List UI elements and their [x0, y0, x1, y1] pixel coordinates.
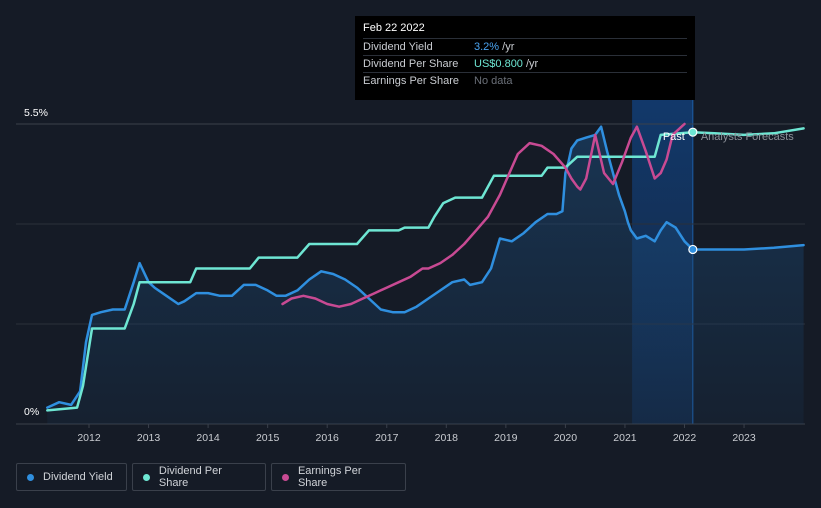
legend-label: Dividend Per Share — [158, 465, 222, 489]
x-tick-label: 2022 — [673, 432, 697, 444]
tooltip-value: US$0.800 /yr — [474, 58, 539, 70]
legend-dividend-yield[interactable]: Dividend Yield — [16, 463, 127, 491]
dividend-yield-line — [46, 125, 805, 409]
legend-dot-icon — [282, 473, 289, 481]
hover-tooltip: Feb 22 2022 Dividend Yield 3.2% /yr Divi… — [355, 16, 695, 100]
tooltip-value: No data — [474, 75, 513, 87]
tooltip-label: Dividend Yield — [363, 41, 433, 53]
forecast-label: Analysts Forecasts — [701, 131, 794, 143]
chart-legend: Dividend Yield Dividend Per Share Earnin… — [16, 463, 406, 491]
y-tick-label-bottom: 0% — [24, 406, 39, 418]
legend-label: Dividend Yield — [43, 471, 113, 483]
legend-dot-icon — [143, 473, 150, 481]
legend-earnings-per-share[interactable]: Earnings Per Share — [271, 463, 406, 491]
legend-dot-icon — [27, 473, 34, 481]
tooltip-row-dividend-per-share: Dividend Per Share US$0.800 /yr — [363, 55, 687, 72]
x-tick-label: 2012 — [77, 432, 101, 444]
dividend-yield-marker — [688, 244, 698, 255]
x-tick-label: 2023 — [732, 432, 756, 444]
earnings-per-share-line — [281, 122, 686, 308]
x-tick-label: 2018 — [435, 432, 459, 444]
x-tick-label: 2020 — [554, 432, 578, 444]
x-tick-label: 2015 — [256, 432, 280, 444]
x-tick-label: 2013 — [137, 432, 161, 444]
tooltip-label: Dividend Per Share — [363, 58, 459, 70]
tooltip-row-dividend-yield: Dividend Yield 3.2% /yr — [363, 38, 687, 55]
x-tick-label: 2019 — [494, 432, 518, 444]
dividend-yield-area — [47, 126, 804, 424]
tooltip-date: Feb 22 2022 — [363, 22, 425, 34]
past-label: Past — [663, 131, 685, 143]
x-tick-label: 2017 — [375, 432, 399, 444]
x-tick-label: 2014 — [196, 432, 220, 444]
legend-label: Earnings Per Share — [297, 465, 362, 489]
dividend-per-share-marker — [688, 127, 698, 137]
dividend-per-share-line — [46, 127, 805, 412]
tooltip-row-earnings-per-share: Earnings Per Share No data — [363, 72, 687, 89]
x-tick-label: 2021 — [613, 432, 637, 444]
legend-dividend-per-share[interactable]: Dividend Per Share — [132, 463, 266, 491]
tooltip-value: 3.2% /yr — [474, 41, 515, 53]
tooltip-label: Earnings Per Share — [363, 75, 459, 87]
y-tick-label-top: 5.5% — [24, 107, 48, 119]
x-tick-label: 2016 — [316, 432, 340, 444]
